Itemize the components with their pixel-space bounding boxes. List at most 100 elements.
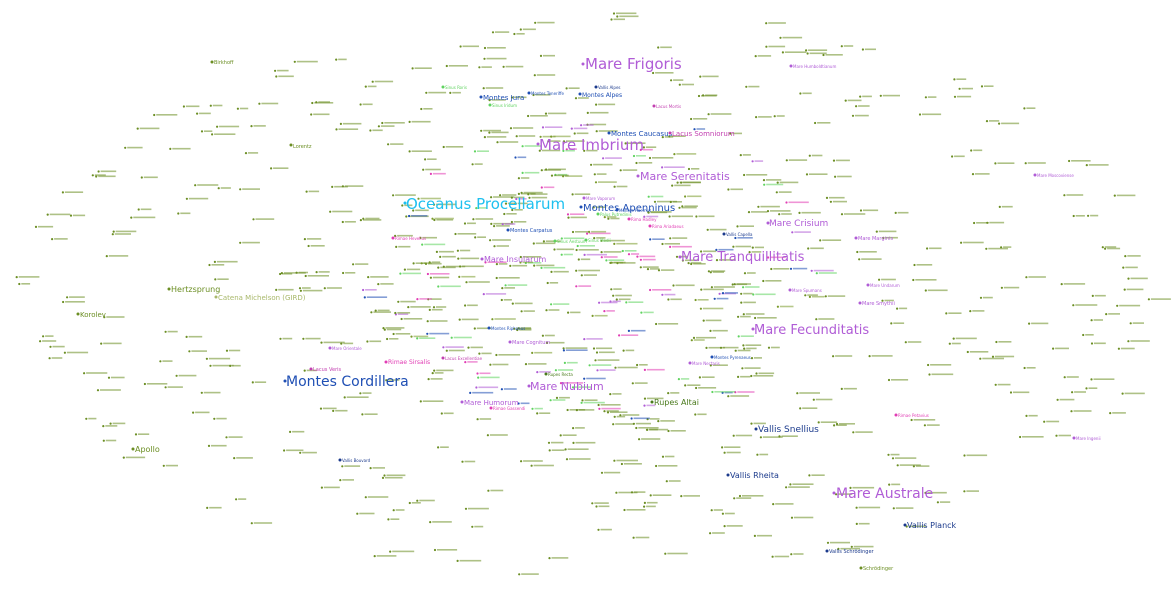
feature-dot <box>702 319 705 322</box>
feature-name-mark <box>995 355 1015 358</box>
feature-name-mark <box>411 215 428 217</box>
feature-name-mark <box>781 435 798 437</box>
feature-name-mark <box>1046 420 1060 423</box>
feature-dot <box>137 208 140 211</box>
feature-name-mark <box>411 120 431 123</box>
feature-name-mark <box>1093 378 1115 380</box>
feature-dot <box>1087 214 1090 217</box>
feature-name-mark <box>565 149 575 152</box>
feature-dot <box>483 46 487 50</box>
feature-dot <box>471 163 474 166</box>
feature-name-mark <box>105 439 117 442</box>
feature-name-mark <box>556 248 575 251</box>
feature-dot <box>521 145 524 148</box>
feature-dot <box>15 276 18 279</box>
montes-jura-dot <box>479 95 483 99</box>
feature-dot <box>509 264 512 267</box>
feature-dot <box>83 372 86 375</box>
feature-name-mark <box>323 341 345 344</box>
feature-dot <box>200 391 203 394</box>
feature-name-mark <box>545 240 561 242</box>
feature-name-mark <box>504 223 516 225</box>
feature-dot <box>511 302 514 305</box>
feature-name-mark <box>498 277 520 279</box>
feature-dot <box>754 316 757 320</box>
feature-name-mark <box>548 168 566 171</box>
feature-dot <box>1090 319 1093 322</box>
feature-dot <box>527 114 530 118</box>
feature-name-mark <box>1059 398 1075 401</box>
feature-dot <box>643 368 647 371</box>
feature-name-mark <box>521 573 539 575</box>
feature-name-mark <box>436 203 457 206</box>
feature-name-mark <box>541 149 561 152</box>
feature-dot <box>613 242 616 245</box>
feature-dot <box>798 211 801 214</box>
feature-name-mark <box>1075 304 1098 306</box>
feature-dot <box>840 387 843 390</box>
feature-dot <box>540 186 543 189</box>
feature-name-mark <box>395 509 405 511</box>
feature-name-mark <box>882 94 900 97</box>
feature-name-mark <box>306 238 322 240</box>
feature-dot <box>727 395 730 398</box>
korolev-dot <box>76 312 80 316</box>
rimae-gassendi-label: Rimae Gassendi <box>493 406 525 411</box>
feature-name-mark <box>313 113 330 116</box>
feature-dot <box>465 281 468 284</box>
feature-dot <box>517 192 521 195</box>
feature-name-mark <box>278 75 294 78</box>
feature-name-mark <box>428 262 442 265</box>
mare-tranquillitatis-label: Mare Tranquillitatis <box>681 250 805 265</box>
feature-name-mark <box>308 190 320 193</box>
feature-dot <box>519 261 522 264</box>
feature-dot <box>603 410 606 413</box>
mare-undarum-dot <box>866 283 870 287</box>
feature-name-mark <box>621 334 639 336</box>
feature-name-mark <box>664 166 685 168</box>
feature-dot <box>419 236 422 239</box>
montes-cordillera-dot <box>283 379 287 383</box>
feature-name-mark <box>578 409 595 411</box>
feature-name-mark <box>766 183 784 186</box>
vallis-rheita-dot <box>726 473 730 477</box>
feature-name-mark <box>522 261 533 264</box>
feature-dot <box>881 299 884 302</box>
feature-dot <box>715 248 718 251</box>
lacus-veris-label: Lacus Veris <box>313 367 342 373</box>
feature-dot <box>991 355 995 358</box>
feature-name-mark <box>491 131 509 134</box>
feature-dot <box>1000 286 1004 289</box>
feature-dot <box>953 95 957 98</box>
feature-dot <box>721 512 725 515</box>
feature-dot <box>475 386 478 389</box>
mare-moscoviense-dot <box>1033 173 1037 177</box>
feature-dot <box>610 18 613 21</box>
feature-dot <box>570 127 573 130</box>
feature-name-mark <box>747 272 756 274</box>
feature-dot <box>545 168 548 171</box>
feature-name-mark <box>543 186 555 189</box>
feature-dot <box>966 350 969 354</box>
feature-name-mark <box>404 204 413 207</box>
feature-name-mark <box>431 261 441 263</box>
feature-dot <box>130 216 133 219</box>
feature-dot <box>625 301 628 304</box>
lacus-excellentiae-dot <box>441 356 445 360</box>
feature-name-mark <box>890 453 900 456</box>
feature-name-mark <box>108 255 129 257</box>
feature-name-mark <box>1073 410 1092 412</box>
feature-name-mark <box>305 337 321 340</box>
feature-dot <box>386 337 389 341</box>
feature-name-mark <box>927 96 937 98</box>
mare-vaporum-label: Mare Vaporum <box>586 196 615 201</box>
feature-name-mark <box>616 12 637 15</box>
feature-dot <box>370 311 373 314</box>
feature-name-mark <box>508 202 517 205</box>
feature-dot <box>188 350 191 353</box>
feature-name-mark <box>855 114 869 117</box>
feature-name-mark <box>178 374 197 377</box>
birkhoff-dot <box>210 60 214 64</box>
feature-name-mark <box>422 400 444 402</box>
feature-dot <box>887 453 890 456</box>
